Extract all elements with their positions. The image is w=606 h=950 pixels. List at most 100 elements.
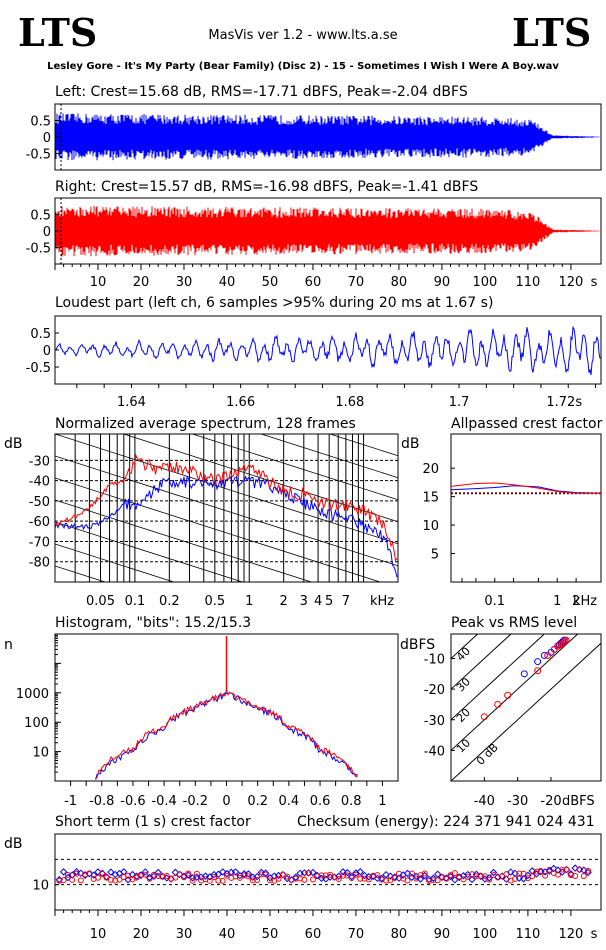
crest-short-right-point xyxy=(180,874,187,881)
crest-short-right-point xyxy=(357,875,364,882)
peak-rms-ytick-label: -30 xyxy=(424,714,445,729)
peak-rms-right-point xyxy=(534,667,542,675)
crest-short-xtick-label: 90 xyxy=(434,927,451,942)
spectrum-xlabel: kHz xyxy=(370,594,394,609)
crest-short-xtick-label: 120 xyxy=(558,927,583,942)
crest-short-right-point xyxy=(383,877,390,884)
crest-short-left-point xyxy=(515,874,524,882)
peak-rms-annotation: 40 xyxy=(454,645,473,664)
crest-short-xtick-label: 60 xyxy=(305,927,322,942)
peak-rms-ytick-label: -20 xyxy=(424,683,445,698)
spectrum-slope xyxy=(328,434,398,457)
crest-short-xtick-label: 110 xyxy=(515,927,540,942)
histogram-xtick-label: -0.8 xyxy=(89,794,114,809)
crest-short-right-point xyxy=(262,871,269,878)
spectrum-xtick-label: 0.1 xyxy=(125,594,146,609)
histogram-xtick-label: -1 xyxy=(64,794,77,809)
allpassed-ytick-label: 20 xyxy=(422,462,439,477)
crest-short-right-point xyxy=(64,871,71,878)
crest-short-xtick-label: 20 xyxy=(133,927,150,942)
loudest-frame xyxy=(54,315,602,385)
crest-short-right-point xyxy=(193,870,200,877)
spectrum-xtick-label: 0.05 xyxy=(86,594,115,609)
file-title: Lesley Gore - It's My Party (Bear Family… xyxy=(47,61,559,72)
peak-rms-right-point xyxy=(480,713,488,721)
spectrum-xtick-label: 5 xyxy=(325,594,333,609)
crest-short-right-point xyxy=(142,871,149,878)
peak-rms-title: Peak vs RMS level xyxy=(451,615,577,631)
crest-short-xtick-label: 10 xyxy=(90,927,107,942)
crest-short-right-point xyxy=(370,872,377,879)
loudest-xtick-label: 1.7 xyxy=(449,395,470,410)
spectrum-right-trace xyxy=(55,453,398,562)
allpassed-xtick-label: 1 xyxy=(553,594,561,609)
allpassed-right-trace xyxy=(450,482,601,494)
crest-short-left-point xyxy=(128,870,137,879)
right-waveform-ytick-label: 0 xyxy=(43,225,51,240)
crest-short-ylabel: dB xyxy=(4,836,23,852)
histogram-ytick-label: 1000 xyxy=(16,687,49,702)
right-waveform-title: Right: Crest=15.57 dB, RMS=-16.98 dBFS, … xyxy=(55,179,478,195)
crest-short-left-point xyxy=(433,870,442,878)
crest-short-right-point xyxy=(572,872,579,879)
loudest-xtick-label: 1.66 xyxy=(226,395,255,410)
crest-short-right-point xyxy=(486,876,493,883)
peak-rms-diagonal xyxy=(451,634,579,752)
right-waveform-trace xyxy=(55,206,600,257)
crest-short-right-point xyxy=(211,873,218,880)
crest-short-right-point xyxy=(516,870,523,877)
crest-short-right-point xyxy=(580,873,587,880)
crest-short-xtick-label: 40 xyxy=(219,927,236,942)
crest-short-right-point xyxy=(176,871,183,878)
crest-short-right-point xyxy=(189,877,196,884)
crest-short-right-point xyxy=(443,875,450,882)
crest-short-left-point xyxy=(489,868,498,877)
crest-short-xtick-label: 50 xyxy=(262,927,279,942)
peak-rms-xtick-label: -20 xyxy=(540,794,561,809)
spectrum-left-trace xyxy=(55,475,398,578)
crest-short-left-point xyxy=(502,875,511,883)
crest-short-right-point xyxy=(555,871,562,878)
time-tick-label: 80 xyxy=(391,275,408,290)
crest-short-right-point xyxy=(563,866,570,873)
spectrum-xtick-label: 2 xyxy=(280,594,288,609)
crest-short-right-point xyxy=(107,876,114,883)
allpassed-ytick-label: 15 xyxy=(422,491,439,506)
crest-short-right-point xyxy=(533,868,540,875)
crest-short-unit-label: s xyxy=(591,927,598,942)
allpassed-ytick-label: 5 xyxy=(431,548,439,563)
spectrum-xtick-label: 0.2 xyxy=(159,594,180,609)
spectrum-xtick-label: 3 xyxy=(300,594,308,609)
spectrum-ylabel: dB xyxy=(4,436,23,452)
crest-short-left-point xyxy=(309,868,317,877)
crest-short-right-point xyxy=(426,878,433,885)
allpassed-title: Allpassed crest factor xyxy=(451,416,603,432)
loudest-xtick-label: 1.72s xyxy=(546,395,582,410)
crest-short-right-point xyxy=(464,873,471,880)
loudest-trace xyxy=(55,325,601,376)
allpassed-left-trace xyxy=(450,485,602,494)
spectrum-xtick-label: 1 xyxy=(245,594,253,609)
crest-short-right-point xyxy=(542,872,549,879)
crest-short-right-point xyxy=(172,874,179,881)
histogram-xtick-label: 0.6 xyxy=(310,794,331,809)
crest-short-left-point xyxy=(343,868,352,877)
peak-rms-annotation: 20 xyxy=(454,706,473,725)
peak-rms-ytick-label: -40 xyxy=(424,744,445,759)
crest-short-right-point xyxy=(404,877,411,884)
crest-short-left-point xyxy=(567,870,575,878)
crest-short-right-point xyxy=(163,872,170,879)
crest-short-right-point xyxy=(318,872,325,879)
peak-rms-left-point xyxy=(534,658,542,666)
spectrum-slope xyxy=(55,543,176,582)
crest-short-right-point xyxy=(284,873,291,880)
peak-rms-frame xyxy=(450,633,602,782)
crest-short-right-point xyxy=(301,876,308,883)
spectrum-title: Normalized average spectrum, 128 frames xyxy=(55,416,356,432)
time-tick-label: 90 xyxy=(434,275,451,290)
crest-short-right-point xyxy=(348,875,355,882)
peak-rms-diagonals xyxy=(451,634,601,781)
crest-short-right-point xyxy=(365,876,372,883)
spectrum-ytick-label: -50 xyxy=(29,495,50,510)
